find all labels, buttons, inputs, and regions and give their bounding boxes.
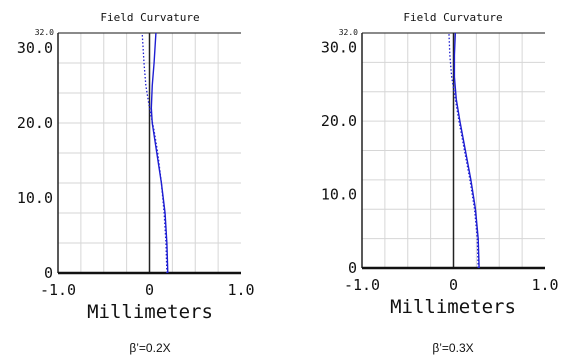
- chart-caption: β’=0.2X: [129, 341, 170, 355]
- x-tick-label: 1.0: [531, 276, 558, 294]
- x-tick-label: -1.0: [344, 276, 380, 294]
- y-max-label: 32.0: [339, 28, 358, 37]
- y-tick-label: 20.0: [17, 114, 53, 132]
- y-tick-label: 10.0: [321, 186, 357, 204]
- chart-title: Field Curvature: [403, 11, 502, 24]
- y-tick-label: 20.0: [321, 112, 357, 130]
- x-tick-label: 1.0: [227, 281, 254, 299]
- x-axis-label: Millimeters: [87, 301, 213, 323]
- x-tick-label: -1.0: [40, 281, 76, 299]
- y-tick-label: 0: [44, 264, 53, 282]
- y-tick-label: 30.0: [17, 39, 53, 57]
- chart-title: Field Curvature: [100, 11, 199, 24]
- series-dotted-line: [141, 32, 168, 274]
- chart-caption: β’=0.3X: [432, 341, 473, 355]
- y-tick-label: 0: [348, 259, 357, 277]
- y-tick-label: 30.0: [321, 39, 357, 57]
- x-axis-label: Millimeters: [390, 296, 516, 318]
- series-dotted-line: [448, 32, 479, 269]
- x-tick-label: 0: [145, 281, 154, 299]
- series-solid-line: [453, 32, 480, 269]
- y-tick-label: 10.0: [17, 189, 53, 207]
- x-tick-label: 0: [449, 276, 458, 294]
- y-max-label: 32.0: [35, 28, 54, 37]
